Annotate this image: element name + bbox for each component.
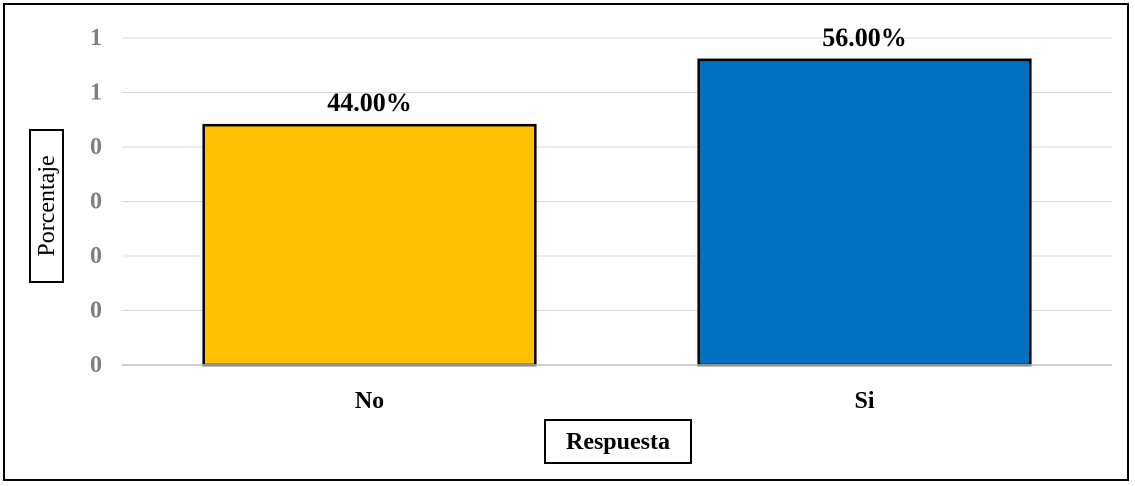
y-tick-label: 0 <box>90 134 102 160</box>
data-label: 56.00% <box>822 23 907 52</box>
x-axis-categories: No Si <box>355 388 875 414</box>
y-axis-title: Porcentaje <box>34 155 60 256</box>
y-tick-label: 0 <box>90 298 102 324</box>
y-axis-title-box <box>29 129 64 283</box>
data-label: 44.00% <box>327 88 412 117</box>
y-tick-label: 0 <box>90 243 102 269</box>
data-labels: 44.00% 56.00% <box>327 23 907 117</box>
y-tick-label: 0 <box>90 189 102 215</box>
y-tick-label: 1 <box>90 25 102 51</box>
x-tick-label: No <box>355 388 384 414</box>
bars <box>202 58 1032 367</box>
x-axis-title-group: Respuesta <box>544 419 692 464</box>
y-axis-ticks: 1 1 0 0 0 0 0 <box>90 25 102 378</box>
y-axis-title-group: Porcentaje <box>29 129 64 283</box>
x-tick-label: Si <box>854 388 874 414</box>
y-tick-label: 0 <box>90 352 102 378</box>
y-tick-label: 1 <box>90 80 102 106</box>
x-axis-title: Respuesta <box>566 429 670 455</box>
x-axis-title-box <box>544 419 692 464</box>
bar-no <box>202 123 537 367</box>
bar-si <box>697 58 1032 367</box>
